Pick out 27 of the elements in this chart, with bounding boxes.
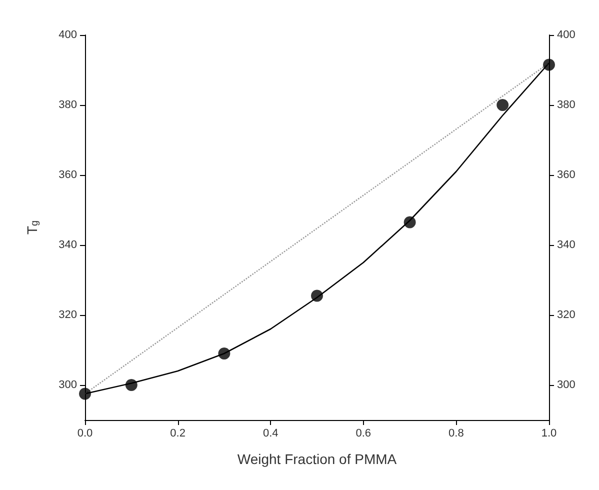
- x-tick-label: 0.4: [262, 428, 278, 440]
- y-tick-label: 320: [58, 309, 77, 321]
- y-tick-label: 400: [58, 29, 77, 41]
- x-tick-label: 0.2: [170, 428, 186, 440]
- y2-tick-label: 380: [557, 99, 576, 111]
- x-tick-label: 0.0: [77, 428, 93, 440]
- point: [125, 379, 138, 391]
- y2-tick-label: 340: [557, 239, 576, 251]
- y-tick-label: 340: [58, 239, 77, 251]
- point: [79, 388, 91, 400]
- point: [218, 348, 230, 360]
- y-tick-label: 300: [58, 379, 77, 391]
- y2-tick-label: 400: [557, 29, 576, 41]
- point: [543, 58, 555, 71]
- point: [311, 290, 323, 302]
- y-tick-label: 360: [58, 169, 77, 181]
- y2-tick-label: 320: [557, 309, 576, 321]
- x-tick-label: 1.0: [541, 428, 557, 440]
- x-tick-label: 0.8: [448, 428, 464, 440]
- point: [404, 216, 416, 228]
- y2-tick-label: 360: [557, 169, 576, 181]
- y-axis-title: Tg: [24, 220, 40, 235]
- y-tick-label: 380: [58, 99, 77, 111]
- x-axis-title: Weight Fraction of PMMA: [237, 451, 398, 467]
- x-tick-label: 0.6: [356, 428, 372, 440]
- y2-tick-label: 300: [557, 379, 576, 391]
- point: [496, 99, 509, 111]
